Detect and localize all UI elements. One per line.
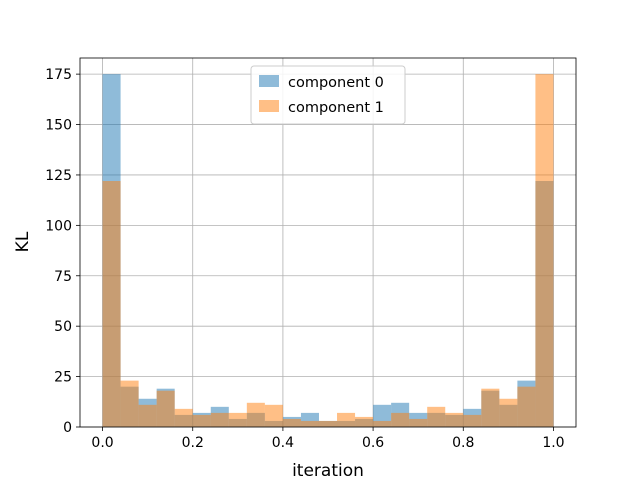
y-tick-label: 125 (45, 168, 72, 184)
x-tick-label: 1.0 (542, 435, 564, 451)
bar-series-1-bin-19 (445, 412, 464, 427)
bar-series-1-bin-17 (409, 418, 428, 427)
x-tick-label: 0.2 (182, 435, 204, 451)
bar-series-1-bin-14 (355, 416, 374, 427)
x-axis-label: iteration (292, 461, 364, 480)
x-tick-label: 0.4 (272, 435, 294, 451)
bar-series-1-bin-1 (120, 380, 139, 427)
bar-series-1-bin-11 (300, 420, 319, 427)
bar-series-1-bin-22 (499, 398, 518, 427)
bar-series-1-bin-2 (138, 404, 157, 427)
bar-series-1-bin-0 (102, 181, 121, 427)
y-axis-ticks: 0 25 50 75 100 125 150 175 (45, 67, 80, 436)
bar-series-1-bin-23 (517, 386, 536, 427)
axes (79, 57, 577, 428)
x-tick-label: 0.8 (452, 435, 474, 451)
bar-series-1-bin-15 (373, 420, 392, 427)
y-tick-label: 25 (54, 370, 72, 386)
y-axis-label: KL (13, 231, 33, 252)
histogram-bars (102, 74, 554, 427)
bar-series-1-bin-9 (264, 404, 283, 427)
y-tick-label: 150 (45, 118, 72, 134)
legend-label-1: component 1 (288, 100, 384, 116)
bar-series-1-bin-12 (318, 420, 338, 427)
bar-series-1-bin-6 (210, 412, 229, 427)
y-tick-label: 75 (54, 269, 72, 285)
legend-swatch-1 (259, 100, 279, 112)
bar-series-1-bin-8 (246, 402, 265, 427)
bar-series-1-bin-16 (391, 412, 410, 427)
y-tick-label: 100 (45, 218, 72, 234)
y-tick-label: 175 (45, 67, 72, 83)
bar-series-1-bin-4 (174, 408, 193, 427)
bar-series-1-bin-7 (228, 412, 247, 427)
bar-series-1-bin-21 (481, 388, 500, 427)
y-tick-label: 50 (54, 319, 72, 335)
bar-series-1-bin-24 (535, 74, 554, 427)
x-tick-label: 0.6 (362, 435, 384, 451)
bar-series-1-bin-13 (337, 412, 356, 427)
bar-series-1-bin-5 (192, 414, 211, 427)
axes-frame (79, 57, 577, 428)
y-tick-label: 0 (63, 420, 72, 436)
bar-series-1-bin-20 (463, 414, 482, 427)
bar-series-1-bin-3 (156, 390, 175, 427)
legend-label-0: component 0 (288, 75, 384, 91)
bar-series-1-bin-10 (282, 418, 301, 427)
legend-box (250, 65, 406, 125)
bar-series-1-bin-18 (427, 406, 446, 427)
x-tick-label: 0.0 (91, 435, 113, 451)
x-axis-ticks: 0.0 0.2 0.4 0.6 0.8 1.0 (91, 427, 565, 451)
legend-swatch-0 (259, 75, 279, 87)
legend: component 0 component 1 (250, 65, 406, 125)
